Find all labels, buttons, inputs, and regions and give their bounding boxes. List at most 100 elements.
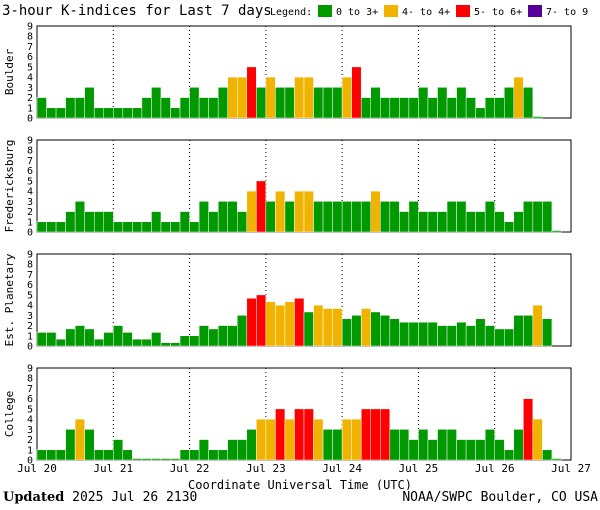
k-index-bar [294,408,305,461]
y-tick-label: 8 [27,260,33,271]
k-index-bar [475,318,486,347]
k-index-bar [542,449,553,461]
k-index-bar [141,338,152,347]
k-index-bar [427,211,438,233]
k-index-bar [484,201,495,233]
k-index-bar [523,201,534,233]
k-index-bar [55,449,66,461]
y-tick-label: 2 [27,207,33,218]
k-index-bar [427,97,438,119]
y-tick-label: 8 [27,32,33,43]
k-index-bar [189,221,200,233]
k-index-bar [265,418,276,461]
k-index-bar [399,429,410,461]
k-index-bar [484,429,495,461]
k-index-bar [380,201,391,233]
k-index-bar [103,449,114,461]
k-index-bar [427,321,438,347]
k-index-bar [122,332,133,347]
k-index-bar [132,221,143,233]
legend-title: Legend: [270,7,312,18]
k-index-bar [484,97,495,119]
x-axis-ticks: Jul 20 Jul 21 Jul 22 Jul 23 Jul 24 Jul 25 Jul … [17,462,591,475]
k-index-bar [418,87,429,119]
k-index-bar [189,87,200,119]
k-index-bar [341,201,352,233]
k-index-bar [151,211,162,233]
k-index-bar [113,107,124,119]
k-index-bar [132,458,143,461]
k-index-bar [504,328,515,347]
k-index-bar [227,76,238,119]
k-index-bar [341,318,352,347]
k-index-bar [351,66,362,119]
k-index-bar [504,449,515,461]
k-index-bar [103,211,114,233]
k-index-bar [370,311,381,347]
credit-line: NOAA/SWPC Boulder, CO USA [402,490,598,505]
y-tick-label: 4 [27,73,33,84]
k-index-bar [275,304,286,347]
k-index-bar [303,76,314,119]
k-index-bar [160,458,171,461]
k-index-bar [294,190,305,233]
k-index-bar [284,87,295,119]
k-index-bar [74,201,85,233]
k-index-bar [532,304,543,347]
y-tick-label: 9 [27,364,33,375]
y-tick-label: 7 [27,270,33,281]
k-index-bar [217,449,228,461]
k-index-bar [399,321,410,347]
k-index-bar [74,325,85,347]
legend-label-yellow: 4- to 4+ [402,7,450,18]
k-index-bar [313,87,324,119]
y-tick-label: 8 [27,374,33,385]
k-index-bar [93,338,105,347]
k-index-bar [170,458,181,461]
k-index-bar [141,97,152,119]
chart-title: 3-hour K-indices for Last 7 days [2,3,272,19]
k-index-bar [46,332,57,347]
k-index-bar [446,429,457,461]
k-index-bar [46,221,57,233]
k-index-bar [322,429,333,461]
y-tick-label: 1 [27,331,33,342]
k-index-bar [475,211,486,233]
k-index-bar [132,107,143,119]
k-index-bar [93,211,105,233]
k-index-bar [427,439,438,461]
legend-label-green: 0 to 3+ [336,7,378,18]
k-index-bar [84,328,95,347]
k-index-bar [65,429,76,461]
k-index-bar [465,97,476,119]
k-index-bar [446,325,457,347]
k-index-bar [351,201,362,233]
k-index-bar [74,97,85,119]
k-index-bar [532,116,543,119]
k-index-bar [160,97,171,119]
x-tick-label: Jul 23 [246,462,286,475]
k-index-bar [341,76,352,119]
y-tick-label: 6 [27,280,33,291]
k-index-bar [370,87,381,119]
k-index-bar [65,97,76,119]
k-index-bar [227,201,238,233]
k-index-bar [141,458,152,461]
k-index-bar [246,190,257,233]
k-index-bar [246,298,257,347]
k-index-bar [446,201,457,233]
k-index-bar [217,201,228,233]
k-index-bar [113,221,124,233]
k-index-bar [332,308,343,347]
k-index-bar [322,308,333,347]
k-index-bar [456,201,467,233]
k-index-bar [332,429,343,461]
k-index-bar [170,342,181,347]
panel-label: College [3,391,16,437]
x-tick-label: Jul 21 [93,462,133,475]
panel-label: Est. Planetary [3,253,16,346]
panel-label: Boulder [3,48,16,95]
k-index-bar [179,335,190,347]
k-index-bar [360,201,372,233]
k-index-bar [437,325,448,347]
